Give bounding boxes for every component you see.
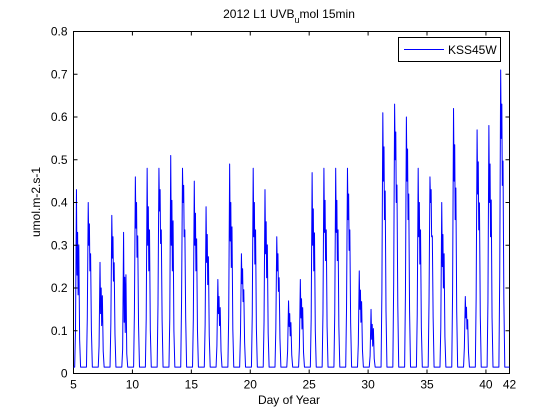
y-tick-label: 0.2	[51, 281, 68, 295]
series-group	[73, 69, 510, 368]
y-tick-label: 0.1	[51, 324, 68, 338]
y-axis-ticks: 0 0.1 0.2 0.3 0.4 0.5 0.6 0.7 0.8	[51, 25, 510, 381]
legend-label-kss45w: KSS45W	[448, 43, 497, 57]
y-tick-label: 0.6	[51, 110, 68, 124]
chart-title-subscript: u	[295, 15, 300, 25]
y-tick-label: 0.4	[51, 196, 68, 210]
x-tick-label: 5	[70, 378, 77, 392]
x-tick-label: 20	[244, 378, 258, 392]
series-line-kss45w	[73, 69, 510, 368]
x-tick-label: 42	[503, 378, 517, 392]
chart-title: 2012 L1 UVBumol 15min	[223, 7, 355, 25]
chart-title-main: 2012 L1 UVB	[223, 7, 294, 21]
x-tick-label: 35	[420, 378, 434, 392]
y-tick-label: 0.7	[51, 67, 68, 81]
y-tick-label: 0	[61, 367, 68, 381]
x-tick-label: 15	[185, 378, 199, 392]
x-tick-label: 40	[479, 378, 493, 392]
x-axis-label: Day of Year	[258, 393, 320, 407]
y-tick-label: 0.8	[51, 25, 68, 39]
x-tick-label: 30	[361, 378, 375, 392]
legend: KSS45W	[398, 37, 501, 62]
y-tick-label: 0.3	[51, 238, 68, 252]
x-tick-label: 25	[302, 378, 316, 392]
x-axis-ticks: 5 10 15 20 25 30 35 40 42	[70, 31, 517, 392]
chart-title-suffix: mol 15min	[300, 7, 355, 21]
x-tick-label: 10	[126, 378, 140, 392]
y-tick-label: 0.5	[51, 153, 68, 167]
y-axis-label: umol.m-2.s-1	[29, 167, 43, 237]
